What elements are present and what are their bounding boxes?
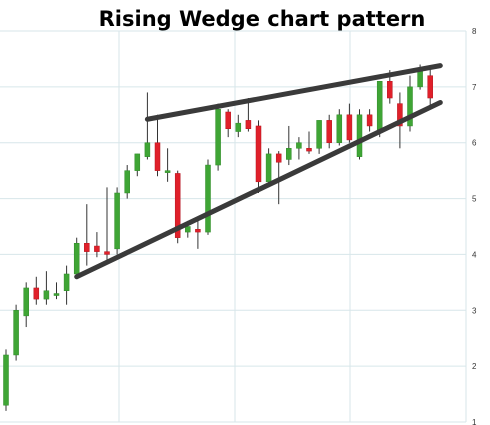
candle-2 [23, 282, 29, 328]
candle-body-37 [376, 81, 383, 132]
lower-trendline [74, 99, 443, 280]
candle-body-22 [225, 111, 231, 130]
candle-10 [104, 187, 110, 261]
candle-32 [326, 114, 332, 149]
candle-35 [356, 109, 363, 160]
candle-body-12 [124, 170, 130, 194]
candle-body-11 [114, 192, 120, 250]
candle-body-16 [164, 170, 171, 173]
candle-5 [53, 282, 60, 300]
candle-body-35 [356, 114, 363, 157]
candle-body-27 [275, 153, 282, 163]
candle-body-39 [397, 103, 403, 127]
candle-13 [134, 153, 141, 177]
y-axis-ticks: 1 2 3 4 5 6 7 8 [472, 27, 477, 425]
candle-28 [286, 125, 292, 166]
candle-30 [306, 131, 312, 154]
candle-body-10 [104, 251, 110, 255]
chart-title: Rising Wedge chart pattern [99, 7, 426, 31]
candle-8 [84, 204, 90, 266]
candle-24 [245, 98, 252, 132]
candle-body-25 [255, 125, 262, 183]
candle-25 [255, 120, 262, 193]
y-tick-label-1: 1 [472, 418, 477, 425]
candle-12 [124, 165, 130, 199]
candle-body-0 [3, 354, 9, 406]
candle-36 [366, 109, 373, 132]
candle-33 [336, 109, 343, 146]
candle-3 [33, 276, 40, 305]
candle-body-38 [387, 81, 393, 99]
candle-body-41 [417, 69, 423, 88]
y-tick-label-7: 7 [472, 83, 477, 92]
candle-34 [346, 103, 353, 143]
candle-body-2 [23, 287, 29, 317]
candle-22 [225, 109, 231, 138]
candle-body-14 [144, 142, 151, 157]
candle-body-31 [316, 120, 322, 149]
candle-14 [144, 92, 151, 160]
candle-4 [43, 271, 50, 305]
candle-42 [427, 67, 433, 110]
candle-body-32 [326, 120, 332, 143]
candle-body-34 [346, 114, 353, 141]
trendlines [74, 63, 443, 280]
y-tick-label-3: 3 [472, 306, 477, 315]
candle-21 [215, 103, 221, 171]
candle-29 [296, 137, 302, 160]
candle-body-29 [296, 142, 302, 149]
candle-26 [265, 148, 272, 188]
candle-body-42 [427, 75, 433, 99]
candle-23 [235, 114, 242, 138]
candle-body-1 [13, 310, 19, 356]
candle-40 [407, 75, 413, 132]
candle-body-19 [195, 229, 201, 233]
candle-1 [13, 304, 19, 361]
candle-body-33 [336, 114, 343, 143]
candle-body-6 [63, 273, 70, 291]
y-tick-label-5: 5 [472, 195, 477, 204]
candle-11 [114, 187, 120, 255]
candle-31 [316, 120, 322, 154]
candle-20 [205, 159, 211, 235]
upper-trendline [144, 63, 443, 122]
candle-body-9 [94, 245, 100, 252]
candle-body-26 [265, 153, 272, 183]
candle-body-24 [245, 120, 252, 130]
candle-body-7 [73, 243, 80, 275]
candle-body-5 [53, 293, 60, 296]
y-tick-label-6: 6 [472, 139, 477, 148]
candle-17 [174, 170, 181, 244]
y-tick-label-2: 2 [472, 362, 477, 371]
candle-16 [164, 148, 171, 182]
candle-body-17 [174, 173, 181, 238]
candle-body-36 [366, 114, 373, 127]
y-tick-label-4: 4 [472, 250, 477, 259]
candle-body-15 [154, 142, 161, 171]
candle-body-28 [286, 148, 292, 160]
candle-body-30 [306, 148, 312, 152]
candle-9 [94, 232, 100, 258]
candle-15 [154, 114, 161, 177]
candle-body-40 [407, 86, 413, 127]
candle-body-8 [84, 243, 90, 252]
candle-6 [63, 265, 70, 305]
candle-body-4 [43, 290, 50, 300]
candle-body-20 [205, 164, 211, 233]
candle-body-23 [235, 122, 242, 132]
candle-body-21 [215, 108, 221, 166]
gridlines [0, 30, 467, 423]
candle-19 [195, 220, 201, 249]
candle-body-3 [33, 287, 40, 300]
candle-7 [73, 237, 80, 277]
y-tick-label-8: 8 [472, 27, 477, 36]
candle-body-13 [134, 153, 141, 171]
candlesticks [3, 64, 433, 411]
candle-body-18 [185, 226, 191, 233]
candle-0 [3, 349, 9, 411]
